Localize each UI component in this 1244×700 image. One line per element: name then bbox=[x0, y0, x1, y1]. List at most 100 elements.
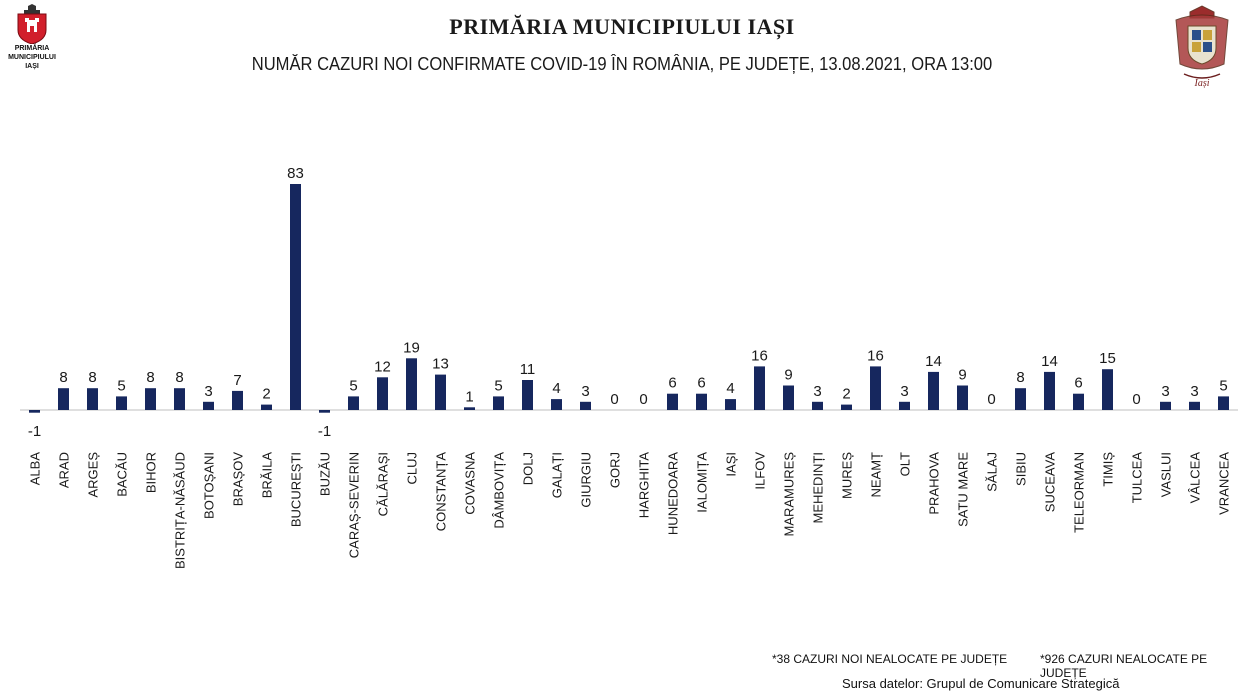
category-label-28: MUREȘ bbox=[840, 452, 855, 499]
bar-40 bbox=[1189, 401, 1200, 410]
data-label-25: 16 bbox=[751, 347, 768, 364]
data-label-8: 2 bbox=[262, 386, 270, 403]
data-label-24: 4 bbox=[726, 380, 734, 397]
category-label-31: PRAHOVA bbox=[927, 452, 942, 515]
category-label-16: DÂMBOVIȚA bbox=[492, 452, 507, 529]
footnote-unallocated-total: *926 CAZURI NEALOCATE PE JUDEȚE bbox=[1040, 652, 1208, 680]
bar-37 bbox=[1102, 369, 1113, 410]
data-label-5: 8 bbox=[175, 369, 183, 386]
bar-36 bbox=[1073, 393, 1084, 410]
data-label-12: 12 bbox=[374, 358, 391, 375]
category-label-9: BUCUREȘTI bbox=[289, 452, 304, 527]
category-label-4: BIHOR bbox=[144, 452, 159, 493]
category-label-7: BRAȘOV bbox=[231, 452, 246, 507]
data-label-31: 14 bbox=[925, 353, 942, 370]
footnote-unallocated-new: *38 CAZURI NOI NEALOCATE PE JUDEȚE bbox=[772, 652, 1008, 666]
bar-22 bbox=[667, 393, 678, 410]
category-label-22: HUNEDOARA bbox=[666, 452, 681, 535]
bar-4 bbox=[145, 388, 156, 410]
data-label-7: 7 bbox=[233, 372, 241, 389]
data-label-35: 14 bbox=[1041, 353, 1058, 370]
bar-13 bbox=[406, 358, 417, 410]
category-label-27: MEHEDINȚI bbox=[811, 452, 826, 524]
bar-3 bbox=[116, 396, 127, 410]
bar-7 bbox=[232, 390, 243, 410]
bar-chart: -1 ALBA 8 ARAD 8 ARGEȘ 5 BACĂU 8 BIHOR 8 BISTRIȚA-N… bbox=[20, 165, 1238, 569]
bar-32 bbox=[957, 385, 968, 410]
data-label-40: 3 bbox=[1190, 383, 1198, 400]
category-label-37: TIMIȘ bbox=[1101, 452, 1116, 487]
category-label-0: ALBA bbox=[28, 452, 43, 486]
data-label-15: 1 bbox=[465, 388, 473, 405]
bar-25 bbox=[754, 366, 765, 410]
bar-0 bbox=[29, 410, 40, 413]
data-label-11: 5 bbox=[349, 377, 357, 394]
category-label-33: SĂLAJ bbox=[985, 452, 1000, 492]
category-label-21: HARGHITA bbox=[637, 452, 652, 519]
category-label-14: CONSTANȚA bbox=[434, 452, 449, 532]
bar-16 bbox=[493, 396, 504, 410]
bar-19 bbox=[580, 401, 591, 410]
bar-27 bbox=[812, 401, 823, 410]
category-label-29: NEAMȚ bbox=[869, 452, 884, 498]
category-label-25: ILFOV bbox=[753, 452, 768, 490]
category-label-8: BRĂILA bbox=[260, 452, 275, 499]
data-label-28: 2 bbox=[842, 386, 850, 403]
bar-30 bbox=[899, 401, 910, 410]
data-label-41: 5 bbox=[1219, 377, 1227, 394]
data-label-4: 8 bbox=[146, 369, 154, 386]
category-label-12: CĂLĂRAȘI bbox=[376, 452, 391, 516]
category-label-5: BISTRIȚA-NĂSĂUD bbox=[173, 452, 188, 569]
bar-11 bbox=[348, 396, 359, 410]
logo-caption: PRIMĂRIA MUNICIPIULUI IAȘI bbox=[8, 45, 56, 70]
data-label-36: 6 bbox=[1074, 375, 1082, 392]
category-label-34: SIBIU bbox=[1014, 452, 1029, 486]
category-label-39: VASLUI bbox=[1159, 452, 1174, 497]
bar-10 bbox=[319, 410, 330, 413]
category-label-20: GORJ bbox=[608, 452, 623, 488]
data-label-22: 6 bbox=[668, 375, 676, 392]
data-label-17: 11 bbox=[520, 361, 536, 378]
bar-8 bbox=[261, 404, 272, 410]
category-label-2: ARGEȘ bbox=[86, 452, 101, 498]
bar-18 bbox=[551, 399, 562, 410]
category-label-17: DOLJ bbox=[521, 452, 536, 485]
bar-31 bbox=[928, 371, 939, 410]
municipality-logo: PRIMĂRIA MUNICIPIULUI IAȘI bbox=[4, 4, 60, 71]
category-label-30: OLT bbox=[898, 452, 913, 476]
page-title: PRIMĂRIA MUNICIPIULUI IAȘI bbox=[449, 14, 795, 39]
data-label-14: 13 bbox=[432, 356, 449, 373]
data-label-26: 9 bbox=[784, 367, 792, 384]
coat-of-arms-icon bbox=[17, 4, 47, 44]
bar-2 bbox=[87, 388, 98, 410]
data-label-27: 3 bbox=[813, 383, 821, 400]
bar-9 bbox=[290, 184, 301, 410]
bar-26 bbox=[783, 385, 794, 410]
bar-34 bbox=[1015, 388, 1026, 410]
category-label-15: COVASNA bbox=[463, 452, 478, 515]
bar-14 bbox=[435, 374, 446, 410]
data-label-34: 8 bbox=[1016, 369, 1024, 386]
data-label-2: 8 bbox=[88, 369, 96, 386]
bar-12 bbox=[377, 377, 388, 410]
bar-15 bbox=[464, 407, 475, 410]
bar-28 bbox=[841, 404, 852, 410]
category-label-11: CARAȘ-SEVERIN bbox=[347, 452, 362, 558]
data-label-29: 16 bbox=[867, 347, 884, 364]
data-label-3: 5 bbox=[117, 377, 125, 394]
data-label-18: 4 bbox=[552, 380, 560, 397]
data-label-9: 83 bbox=[287, 165, 304, 182]
bar-29 bbox=[870, 366, 881, 410]
bar-35 bbox=[1044, 371, 1055, 410]
category-label-36: TELEORMAN bbox=[1072, 452, 1087, 533]
category-label-19: GIURGIU bbox=[579, 452, 594, 508]
data-source: Sursa datelor: Grupul de Comunicare Stra… bbox=[842, 676, 1120, 691]
data-label-19: 3 bbox=[581, 383, 589, 400]
category-label-26: MARAMUREȘ bbox=[782, 452, 797, 537]
data-label-23: 6 bbox=[697, 375, 705, 392]
data-label-21: 0 bbox=[639, 391, 647, 408]
category-label-40: VÂLCEA bbox=[1188, 452, 1203, 504]
category-label-41: VRANCEA bbox=[1217, 452, 1232, 515]
category-label-10: BUZĂU bbox=[318, 452, 333, 496]
bar-39 bbox=[1160, 401, 1171, 410]
